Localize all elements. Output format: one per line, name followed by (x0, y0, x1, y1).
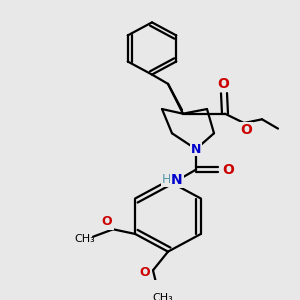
Text: O: O (240, 124, 252, 137)
Text: CH₃: CH₃ (153, 293, 173, 300)
Text: N: N (171, 173, 183, 187)
Text: O: O (140, 266, 150, 279)
Text: O: O (222, 163, 234, 177)
Text: O: O (217, 77, 229, 91)
Text: CH₃: CH₃ (75, 234, 95, 244)
Text: N: N (191, 142, 201, 156)
Text: H: H (161, 173, 171, 186)
Text: O: O (102, 215, 112, 228)
